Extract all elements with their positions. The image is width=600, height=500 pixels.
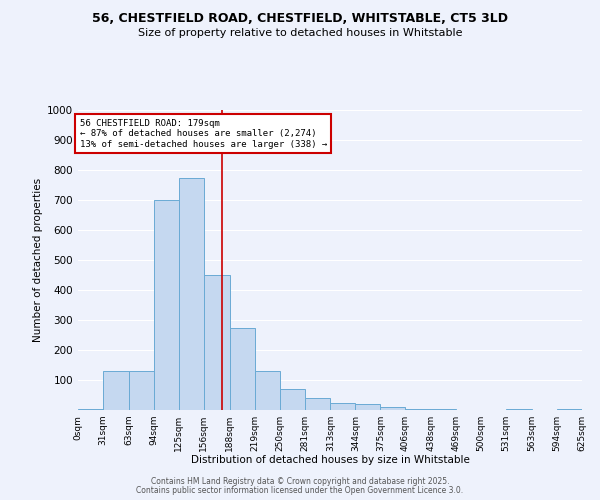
Bar	[406, 408, 431, 410]
Bar	[204, 275, 230, 410]
Bar	[355, 404, 380, 410]
Bar	[280, 389, 305, 410]
Bar	[431, 408, 456, 410]
Bar	[154, 200, 179, 410]
Text: Size of property relative to detached houses in Whitstable: Size of property relative to detached ho…	[138, 28, 462, 38]
Bar	[380, 407, 406, 410]
X-axis label: Distribution of detached houses by size in Whitstable: Distribution of detached houses by size …	[191, 456, 469, 466]
Bar	[103, 371, 129, 410]
Bar	[506, 408, 532, 410]
Bar	[331, 402, 355, 410]
Bar	[78, 408, 103, 410]
Text: 56 CHESTFIELD ROAD: 179sqm
← 87% of detached houses are smaller (2,274)
13% of s: 56 CHESTFIELD ROAD: 179sqm ← 87% of deta…	[80, 119, 327, 149]
Bar	[254, 371, 280, 410]
Bar	[305, 398, 331, 410]
Bar	[557, 408, 582, 410]
Bar	[230, 328, 254, 410]
Bar	[129, 371, 154, 410]
Text: Contains HM Land Registry data © Crown copyright and database right 2025.: Contains HM Land Registry data © Crown c…	[151, 477, 449, 486]
Y-axis label: Number of detached properties: Number of detached properties	[33, 178, 43, 342]
Text: Contains public sector information licensed under the Open Government Licence 3.: Contains public sector information licen…	[136, 486, 464, 495]
Text: 56, CHESTFIELD ROAD, CHESTFIELD, WHITSTABLE, CT5 3LD: 56, CHESTFIELD ROAD, CHESTFIELD, WHITSTA…	[92, 12, 508, 26]
Bar	[179, 178, 204, 410]
